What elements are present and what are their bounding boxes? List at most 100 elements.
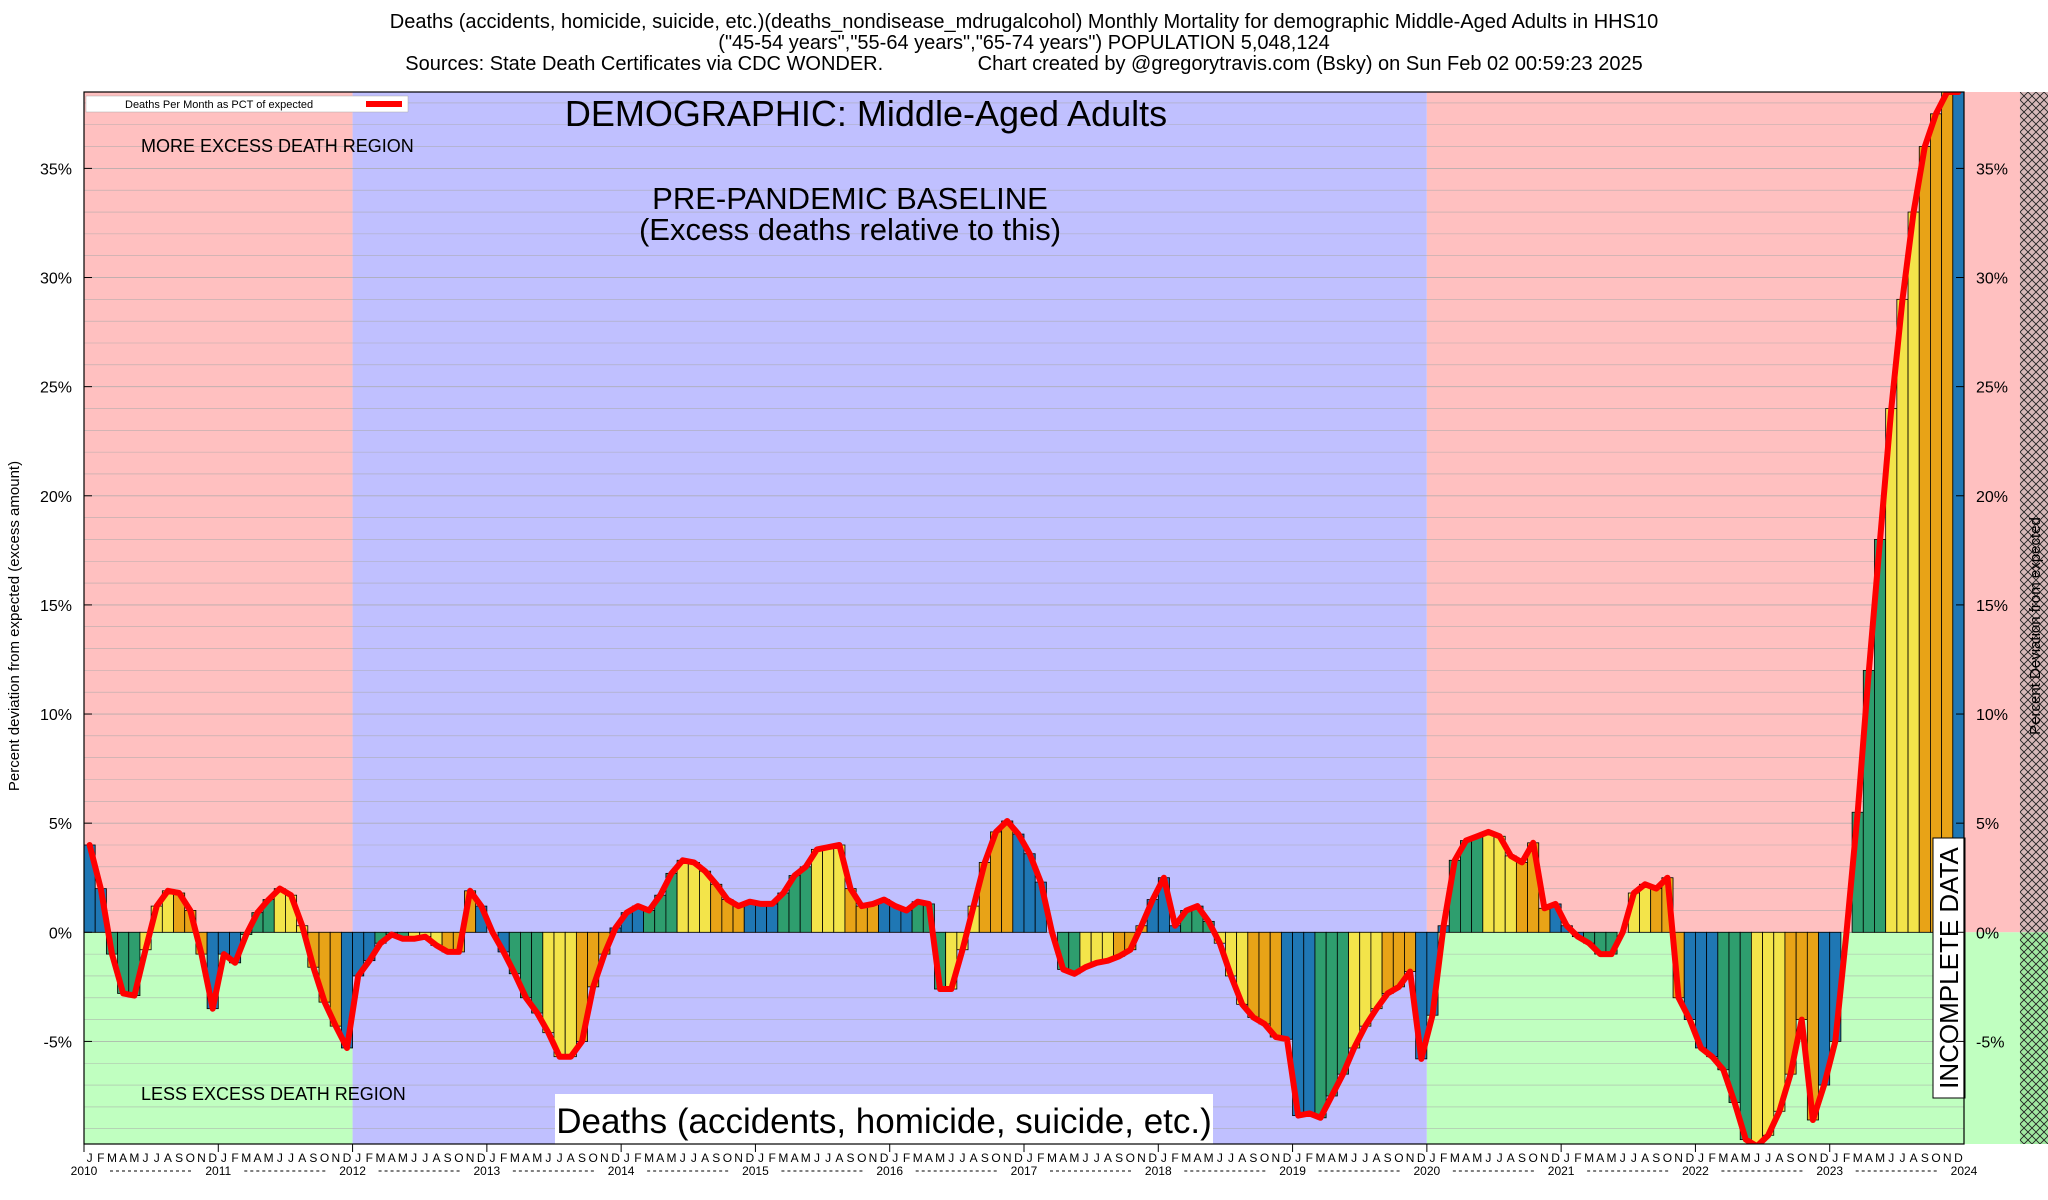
- xtick-month-label: D: [1685, 1151, 1694, 1165]
- xtick-month-label: N: [869, 1151, 878, 1165]
- xtick-month-label: J: [489, 1151, 495, 1165]
- region-incomplete-data-upper: [2019, 92, 2048, 933]
- deviation-series-line: [86, 92, 1962, 1144]
- xtick-month-label: S: [1115, 1151, 1123, 1165]
- xtick-month-label: J: [1217, 1151, 1223, 1165]
- bar: [553, 931, 566, 1058]
- xtick-year-label: 2014: [608, 1164, 635, 1178]
- deviation-line: [86, 92, 1962, 1144]
- xtick-month-label: O: [991, 1151, 1000, 1165]
- bar: [855, 905, 868, 933]
- annotation-more-excess: MORE EXCESS DEATH REGION: [141, 136, 414, 156]
- xtick-month-label: J: [411, 1151, 417, 1165]
- xtick-year-label: 2021: [1548, 1164, 1575, 1178]
- annotations: DEMOGRAPHIC: Middle-Aged Adults PRE-PANDE…: [85, 93, 1966, 1144]
- xtick-month-label: F: [1709, 1151, 1716, 1165]
- xtick-month-label: S: [1518, 1151, 1526, 1165]
- xtick-month-label: D: [1820, 1151, 1829, 1165]
- xtick-month-label: N: [1271, 1151, 1280, 1165]
- ytick-label-right: 20%: [1976, 489, 2008, 506]
- xtick-month-label: M: [644, 1151, 654, 1165]
- xtick-year-label: 2018: [1145, 1164, 1172, 1178]
- xtick-month-label: N: [197, 1151, 206, 1165]
- xtick-month-label: A: [432, 1151, 440, 1165]
- xtick-month-label: D: [1954, 1151, 1963, 1165]
- xtick-year-label: 2011: [205, 1164, 231, 1178]
- xtick-month-label: M: [398, 1151, 408, 1165]
- xtick-month-label: S: [847, 1151, 855, 1165]
- bar: [1907, 211, 1920, 933]
- bottom-title-box: [555, 1094, 1213, 1144]
- bar: [1504, 855, 1517, 933]
- xtick-month-label: M: [1069, 1151, 1079, 1165]
- xtick-month-label: J: [1362, 1151, 1368, 1165]
- xtick-month-label: D: [745, 1151, 754, 1165]
- xtick-month-label: F: [1574, 1151, 1581, 1165]
- xtick-month-label: O: [1528, 1151, 1537, 1165]
- xtick-month-label: N: [1809, 1151, 1818, 1165]
- xtick-month-label: M: [1338, 1151, 1348, 1165]
- xtick-year-label: 2020: [1414, 1164, 1441, 1178]
- xtick-month-label: D: [1148, 1151, 1157, 1165]
- ytick-label-right: 25%: [1976, 380, 2008, 397]
- bar: [1314, 931, 1327, 1119]
- xtick-month-label: S: [578, 1151, 586, 1165]
- legend-label: Deaths Per Month as PCT of expected: [125, 99, 313, 111]
- bar: [766, 903, 779, 933]
- annotation-demographic: DEMOGRAPHIC: Middle-Aged Adults: [565, 93, 1167, 134]
- legend-box: [85, 95, 409, 113]
- xtick-month-label: N: [1406, 1151, 1415, 1165]
- xtick-month-label: J: [691, 1151, 697, 1165]
- annotation-incomplete-data: INCOMPLETE DATA: [1934, 846, 1964, 1088]
- bar: [1068, 931, 1081, 975]
- xtick-month-label: J: [1888, 1151, 1894, 1165]
- chart-title-block: Deaths (accidents, homicide, suicide, et…: [0, 12, 2048, 75]
- xtick-year-label: 2012: [339, 1164, 366, 1178]
- xtick-month-label: M: [935, 1151, 945, 1165]
- axes: -5% -5% 0% 0% 5% 5% 10% 10% 15% 15% 20% 20% 25% 25% 30…: [6, 91, 2044, 1178]
- bar: [1515, 862, 1528, 933]
- ytick-label-right: 30%: [1976, 271, 2008, 288]
- xtick-month-label: M: [1450, 1151, 1460, 1165]
- xtick-month-label: A: [656, 1151, 664, 1165]
- bar: [217, 931, 230, 955]
- xtick-month-label: A: [970, 1151, 978, 1165]
- bar: [1001, 820, 1014, 933]
- bar: [1370, 931, 1383, 1010]
- xtick-month-label: M: [667, 1151, 677, 1165]
- xtick-month-label: A: [253, 1151, 261, 1165]
- xtick-month-label: A: [1596, 1151, 1604, 1165]
- ytick-label-left: 30%: [40, 271, 72, 288]
- bar: [542, 931, 555, 1034]
- bar: [1750, 931, 1763, 1144]
- xtick-month-label: M: [1741, 1151, 1751, 1165]
- xtick-month-label: M: [1584, 1151, 1594, 1165]
- xtick-month-label: M: [376, 1151, 386, 1165]
- bar: [1404, 931, 1417, 972]
- xtick-month-label: J: [1429, 1151, 1435, 1165]
- xtick-month-label: J: [355, 1151, 361, 1165]
- bar: [900, 910, 913, 933]
- bar: [1482, 831, 1495, 933]
- ytick-label-left: 35%: [40, 161, 72, 178]
- xtick-month-label: A: [1507, 1151, 1515, 1165]
- xtick-month-label: A: [835, 1151, 843, 1165]
- bar: [1952, 92, 1964, 933]
- ytick-label-left: 10%: [40, 707, 72, 724]
- xtick-month-label: J: [624, 1151, 630, 1165]
- xtick-month-label: J: [814, 1151, 820, 1165]
- xtick-month-label: M: [1047, 1151, 1057, 1165]
- xtick-year-label: 2015: [742, 1164, 769, 1178]
- xtick-month-label: M: [1316, 1151, 1326, 1165]
- xtick-year-label: 2024: [1951, 1164, 1978, 1178]
- xtick-month-label: S: [1384, 1151, 1392, 1165]
- xtick-month-label: S: [1921, 1151, 1929, 1165]
- xtick-month-label: D: [343, 1151, 352, 1165]
- xtick-month-label: D: [1417, 1151, 1426, 1165]
- annotation-less-excess: LESS EXCESS DEATH REGION: [141, 1084, 406, 1104]
- xtick-month-label: J: [1899, 1151, 1905, 1165]
- bar: [1247, 931, 1260, 1018]
- xtick-month-label: J: [1027, 1151, 1033, 1165]
- bar: [1269, 931, 1282, 1038]
- xtick-month-label: N: [1674, 1151, 1683, 1165]
